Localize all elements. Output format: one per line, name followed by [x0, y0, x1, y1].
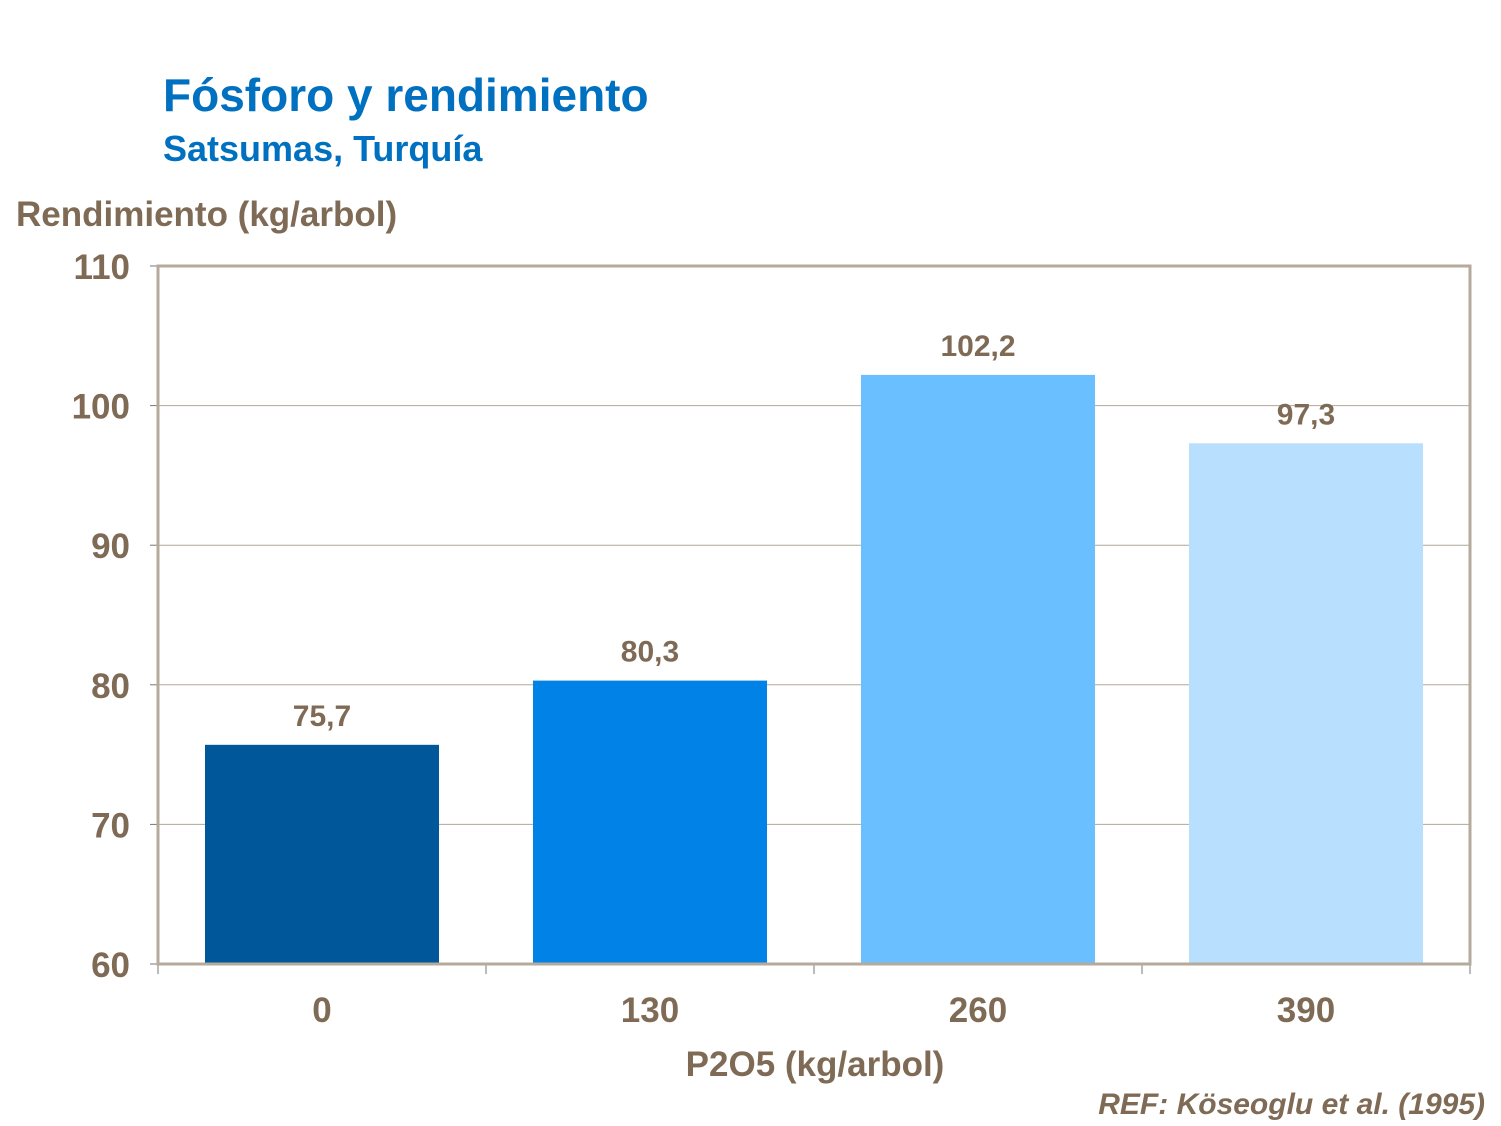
y-tick-label: 90 — [91, 527, 130, 566]
bar — [861, 374, 1095, 964]
bar — [205, 744, 439, 964]
data-label: 80,3 — [621, 636, 679, 669]
x-tick-label: 260 — [949, 991, 1007, 1030]
bar — [533, 680, 767, 964]
y-axis-label: Rendimiento (kg/arbol) — [16, 195, 398, 234]
data-label: 97,3 — [1277, 398, 1335, 431]
reference-note: REF: Köseoglu et al. (1995) — [1098, 1088, 1485, 1121]
y-tick-label: 100 — [72, 388, 130, 427]
y-tick-label: 70 — [91, 806, 130, 845]
x-tick-label: 0 — [312, 991, 331, 1030]
chart-title: Fósforo y rendimiento — [163, 69, 649, 121]
plot-border — [156, 264, 1472, 966]
bar — [1189, 443, 1423, 964]
x-tick-label: 390 — [1277, 991, 1335, 1030]
x-axis-label: P2O5 (kg/arbol) — [685, 1045, 945, 1084]
data-label: 102,2 — [940, 330, 1015, 363]
x-tick-label: 130 — [621, 991, 679, 1030]
y-tick-label: 80 — [91, 667, 130, 706]
y-tick-label: 110 — [74, 248, 130, 287]
y-tick-label: 60 — [91, 946, 130, 985]
chart-subtitle: Satsumas, Turquía — [163, 128, 483, 169]
data-label: 75,7 — [293, 700, 351, 733]
